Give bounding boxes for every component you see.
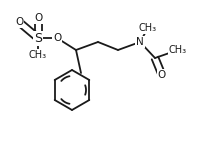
Text: O: O bbox=[53, 33, 61, 43]
Text: CH₃: CH₃ bbox=[139, 23, 157, 33]
Text: S: S bbox=[34, 32, 42, 45]
Text: CH₃: CH₃ bbox=[29, 50, 47, 60]
Text: O: O bbox=[34, 13, 42, 23]
Text: N: N bbox=[136, 37, 144, 47]
Text: O: O bbox=[158, 70, 166, 80]
Text: O: O bbox=[15, 17, 23, 27]
Text: CH₃: CH₃ bbox=[169, 45, 187, 55]
